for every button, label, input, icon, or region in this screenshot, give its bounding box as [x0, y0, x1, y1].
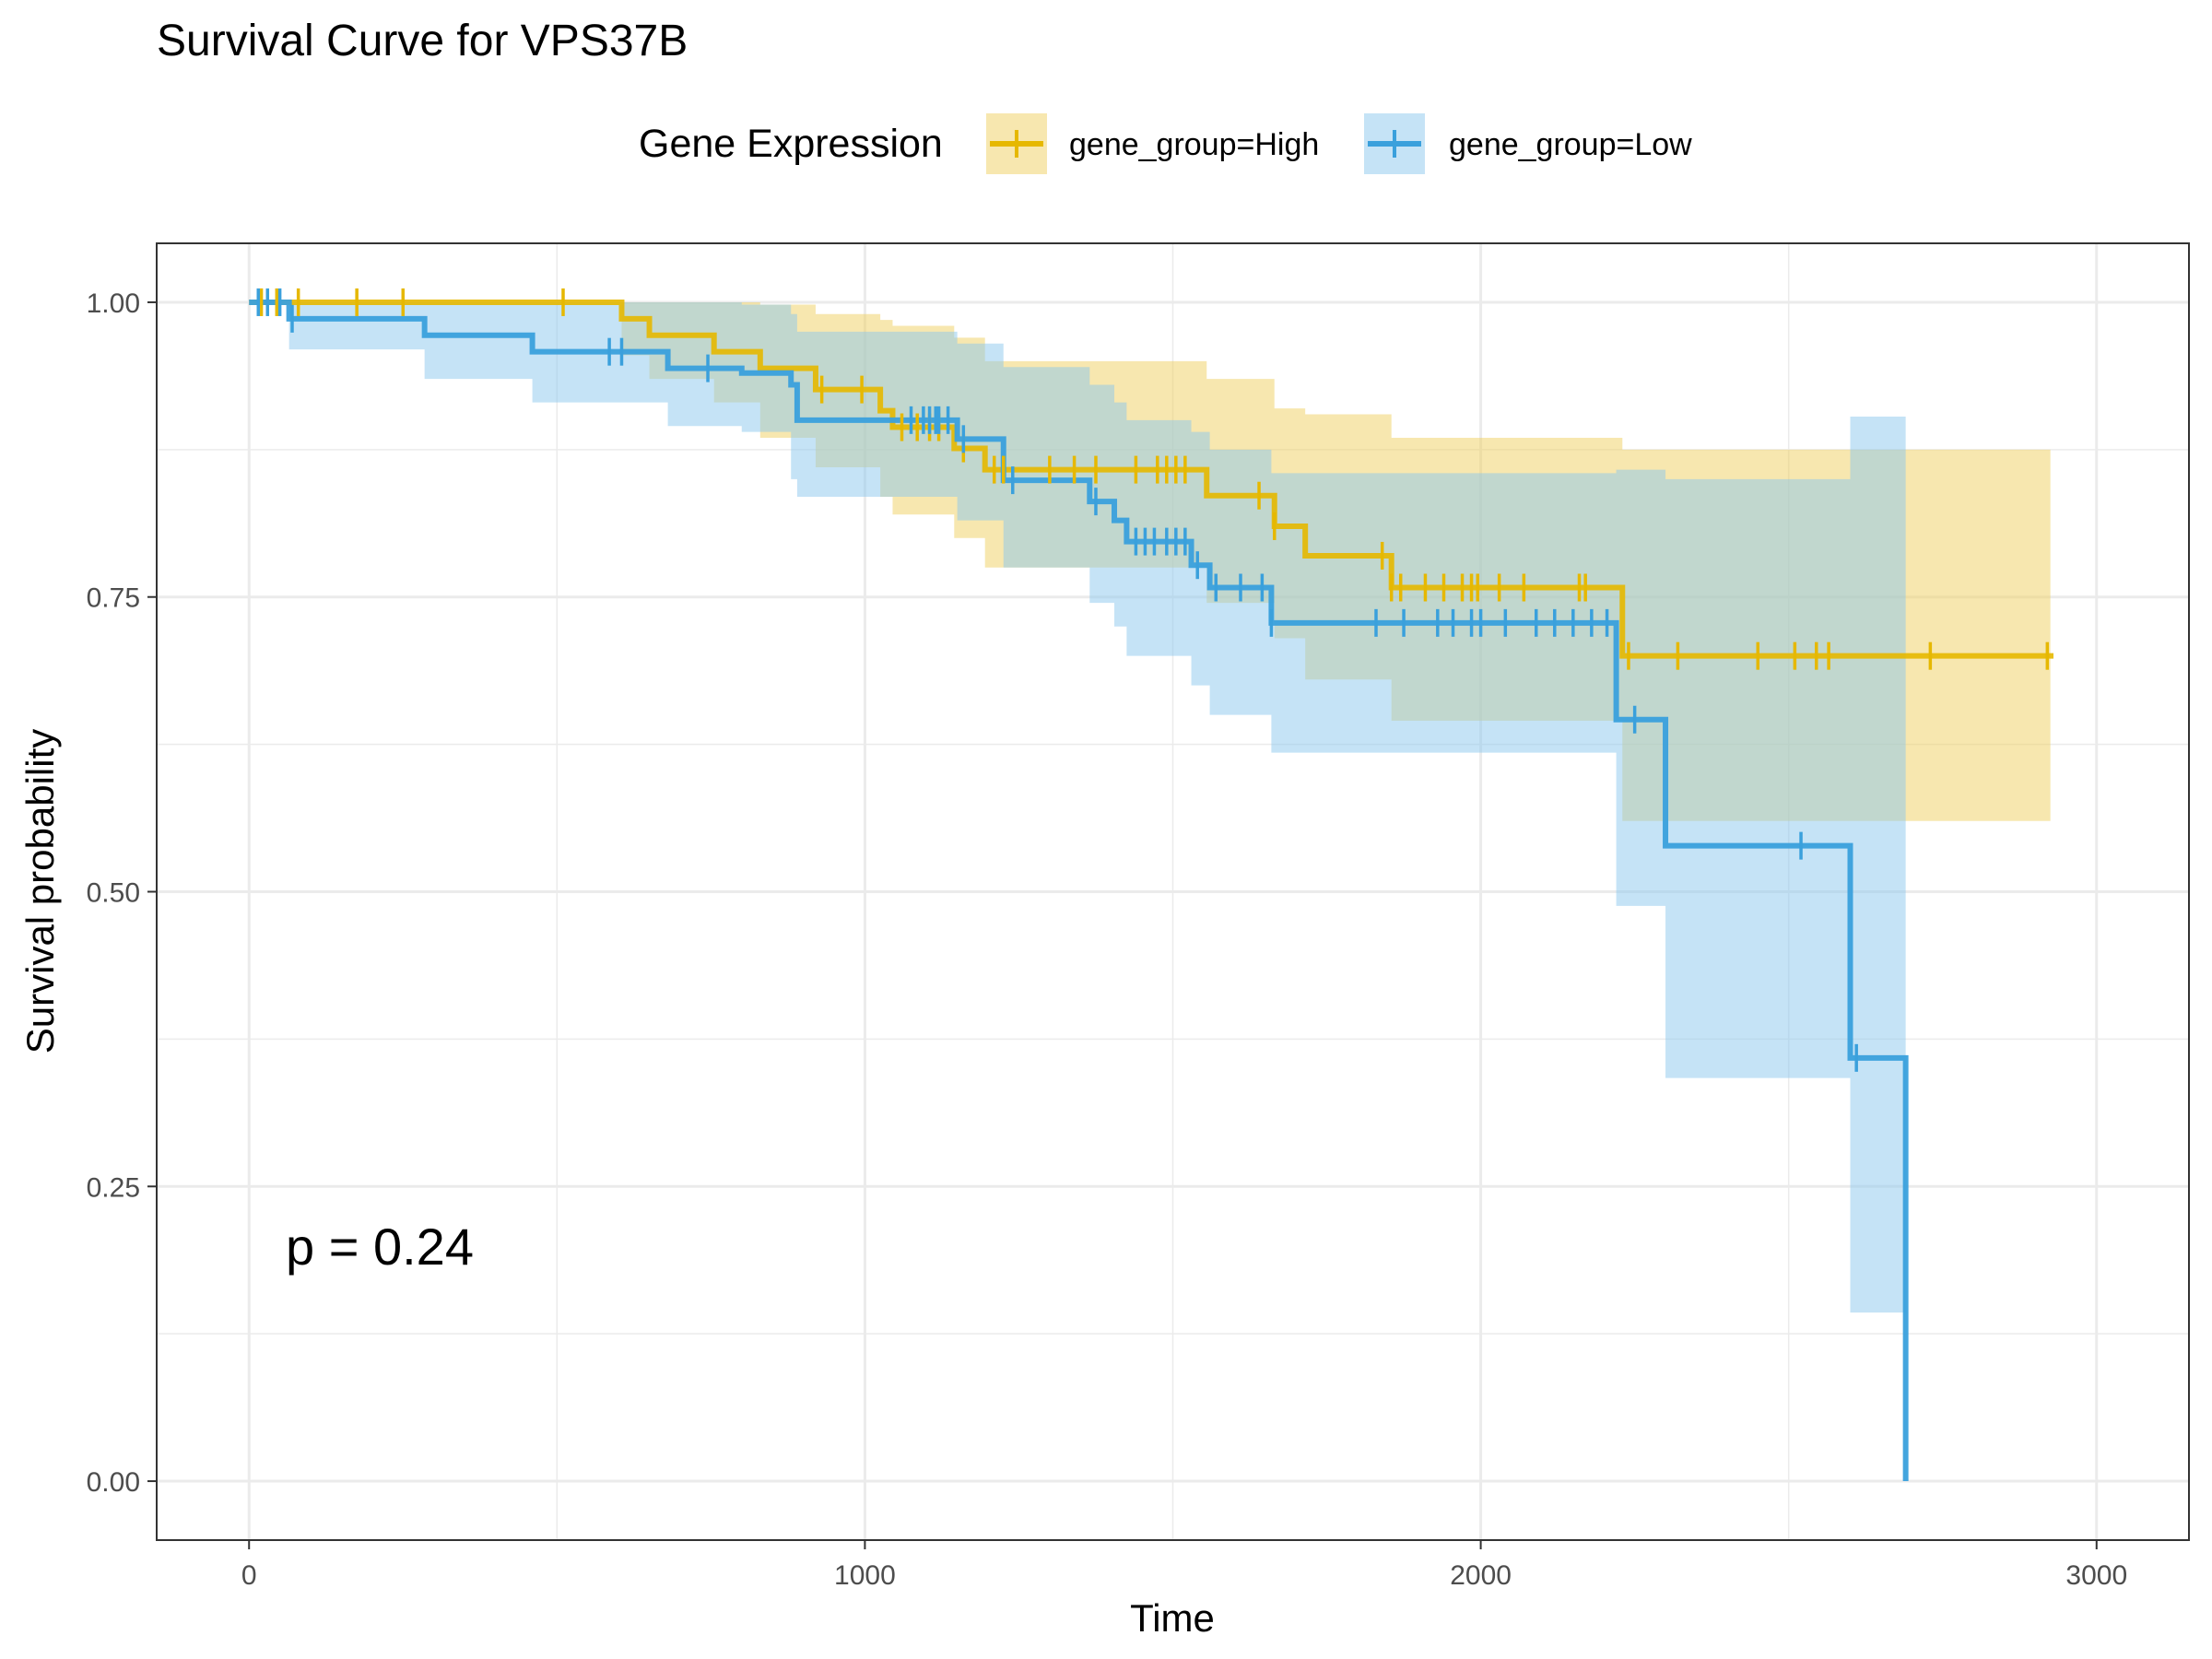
- y-axis-tick-label: 0.25: [87, 1172, 140, 1203]
- legend-key-high: [986, 113, 1047, 174]
- x-axis-tick-label: 1000: [834, 1560, 896, 1591]
- p-value-annotation: p = 0.24: [286, 1218, 474, 1276]
- y-axis-tick-label: 0.75: [87, 583, 140, 614]
- y-axis-tick-label: 1.00: [87, 288, 140, 319]
- legend-label-high: gene_group=High: [1069, 127, 1319, 162]
- legend: Gene Expression gene_group=High gene_gro…: [639, 113, 1692, 174]
- confidence-bands: [249, 301, 2051, 1313]
- legend-label-low: gene_group=Low: [1449, 127, 1692, 162]
- x-axis-tick-label: 3000: [2065, 1560, 2127, 1591]
- x-axis-tick-label: 0: [241, 1560, 257, 1591]
- legend-title: Gene Expression: [639, 122, 943, 166]
- x-axis-tick-label: 2000: [1450, 1560, 1512, 1591]
- x-axis: 0 1000 2000 3000: [241, 1540, 2127, 1591]
- legend-key-low: [1364, 113, 1425, 174]
- survival-curve-low: [249, 299, 1909, 1482]
- y-axis-tick-label: 0.00: [87, 1467, 140, 1498]
- censor-marks: [256, 288, 2050, 1072]
- plot-panel: [156, 242, 2190, 1541]
- x-axis-title: Time: [1130, 1596, 1215, 1640]
- y-axis-tick-label: 0.50: [87, 878, 140, 909]
- chart-title: Survival Curve for VPS37B: [157, 17, 688, 65]
- grid-major: [157, 243, 2189, 1540]
- y-axis-title: Survival probability: [18, 729, 62, 1054]
- y-axis: 0.00 0.25 0.50 0.75 1.00: [87, 288, 157, 1498]
- confidence-band-low: [249, 301, 1906, 1313]
